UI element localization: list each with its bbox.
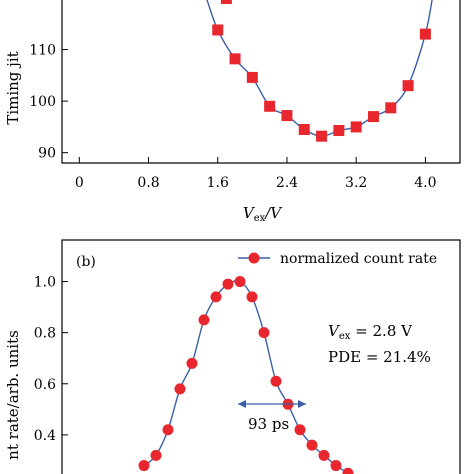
panel-b-y-tick-label: 0.8 [34, 326, 56, 342]
panel-a-x-tick-label: 0 [75, 175, 84, 191]
panel-a-y-label: Timing jit [4, 51, 22, 124]
panel-b-label: (b) [76, 254, 96, 270]
panel-b-data-point [258, 327, 270, 339]
panel-b-frame [61, 239, 461, 474]
panel-b-data-point [150, 449, 162, 461]
annotation-vex-main: V [328, 322, 341, 340]
annotation-pde: PDE = 21.4% [328, 348, 431, 366]
annotation-vex-tail: = 2.8 V [350, 322, 413, 340]
panel-a-x-ticks: 0 0.8 1.6 2.4 3.2 4.0 [75, 157, 437, 191]
panel-b-y-tick-label: 1.0 [34, 275, 56, 291]
panel-a-y-tick-label: 90 [38, 146, 56, 162]
annotation-vex: Vex = 2.8 V [328, 322, 413, 342]
panel-b-data-point [174, 383, 186, 395]
panel-b-y-tick-label: 0.6 [34, 377, 56, 393]
annotation-vex-sub: ex [339, 331, 351, 342]
panel-a-x-label: Vex/V [243, 204, 283, 224]
panel-b-data-point [318, 449, 330, 461]
panel-b-data-point [246, 291, 258, 303]
panel-a-data-point-offscreen [220, 0, 232, 4]
legend: normalized count rate [238, 251, 437, 267]
panel-b-data-point [222, 278, 234, 290]
panel-a-series-line [206, 0, 433, 137]
panel-a-frame [61, 0, 461, 164]
panel-a-x-tick-label: 0.8 [137, 175, 159, 191]
panel-a-data-point [350, 121, 362, 133]
panel-a-data-point [333, 125, 345, 137]
legend-entry: normalized count rate [280, 251, 437, 267]
panel-a: 0 0.8 1.6 2.4 3.2 4.0 90 100 110 Timing jit Vex… [4, 0, 461, 224]
panel-b-y-ticks: 0.4 0.6 0.8 1.0 [34, 275, 68, 444]
panel-a-x-label-sub: ex [254, 213, 266, 224]
panel-a-x-tick-label: 3.2 [345, 175, 367, 191]
panel-b-data-point [138, 460, 150, 472]
panel-a-data-point [367, 111, 379, 123]
panel-b-data-point [198, 314, 210, 326]
panel-a-data-point [229, 53, 241, 65]
panel-a-data-point [246, 71, 258, 83]
panel-b-data-point [186, 357, 198, 369]
panel-a-data-point [281, 110, 293, 122]
panel-a-y-ticks: 90 100 110 [29, 43, 68, 162]
panel-b-data-point [330, 460, 342, 472]
panel-a-data-point [264, 100, 276, 112]
panel-b-y-label: nt rate/arb. units [4, 330, 22, 460]
panel-b-data-point [294, 424, 306, 436]
panel-b-data-point [270, 375, 282, 387]
panel-b-data-point [342, 467, 354, 474]
panel-a-x-label-tail: /V [263, 204, 283, 222]
panel-a-x-tick-label: 1.6 [207, 175, 229, 191]
panel-a-y-tick-label: 110 [29, 43, 56, 59]
panel-b-data-point [234, 276, 246, 288]
panel-a-data-point [212, 24, 224, 36]
panel-a-x-tick-label: 4.0 [414, 175, 436, 191]
panel-a-x-label-main: V [243, 204, 256, 222]
width-arrow-left [238, 400, 246, 408]
panel-a-data-point [402, 80, 414, 92]
panel-b-data-point [162, 424, 174, 436]
panel-a-data-point [385, 102, 397, 114]
panel-b-data-point [306, 439, 318, 451]
panel-b-data-point [210, 291, 222, 303]
panel-b-markers [138, 276, 354, 474]
width-annotation: 93 ps [238, 400, 306, 433]
panel-a-data-point [419, 28, 431, 40]
panel-a-data-point [316, 130, 328, 142]
legend-marker-sample [248, 252, 260, 264]
panel-b: 0.4 0.6 0.8 1.0 (b) normalized count rate n… [4, 239, 461, 474]
panel-a-y-tick-label: 100 [29, 94, 56, 110]
panel-b-y-tick-label: 0.4 [34, 428, 56, 444]
panel-a-markers [212, 0, 431, 142]
width-arrow-right [298, 400, 306, 408]
panel-a-data-point [298, 123, 310, 135]
width-label: 93 ps [248, 415, 289, 433]
panel-a-x-tick-label: 2.4 [276, 175, 298, 191]
